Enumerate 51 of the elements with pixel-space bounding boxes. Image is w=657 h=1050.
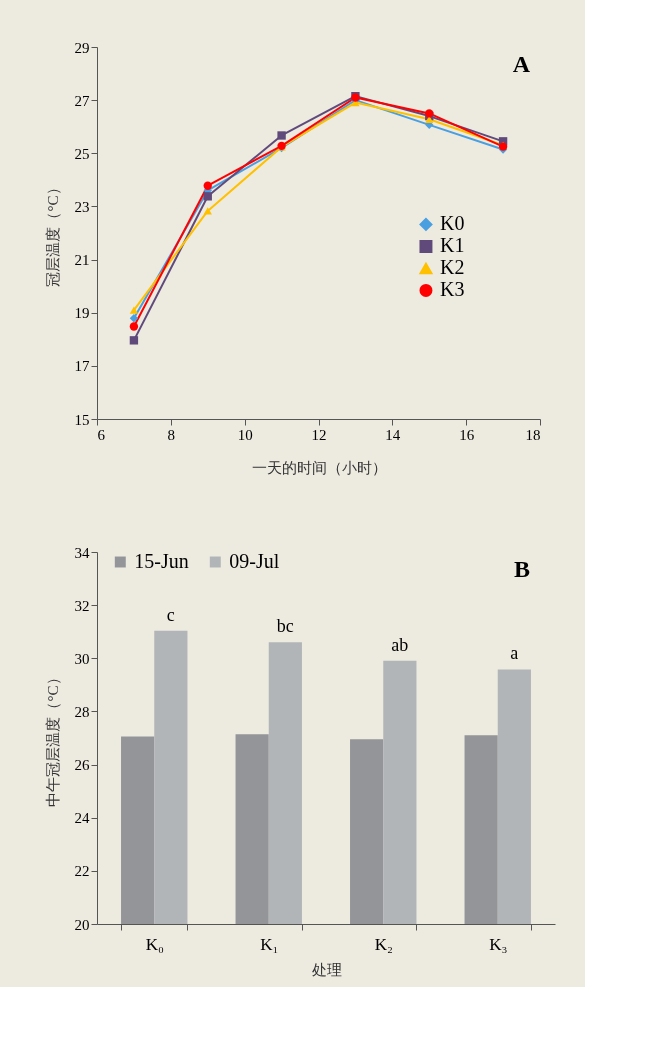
point [277, 131, 286, 140]
y-tick-label: 25 [74, 145, 90, 162]
y-tick-label: 15 [74, 411, 90, 428]
legend-label: K1 [439, 234, 465, 257]
y-tick-label: 21 [74, 252, 90, 269]
legend-label: K0 [439, 212, 465, 235]
y-tick-label: 29 [74, 39, 90, 56]
x-tick-label: 8 [167, 426, 176, 443]
point [203, 181, 212, 190]
x-tick-label: K₂ [374, 934, 393, 954]
legend-label: K3 [439, 278, 465, 301]
x-tick-label: K₃ [489, 934, 508, 954]
y-axis-title: 冠层温度（°C） [44, 180, 61, 287]
x-tick-label: 12 [311, 426, 327, 443]
y-tick-label: 22 [74, 863, 90, 880]
annotation: ab [391, 634, 409, 655]
y-tick-label: 34 [74, 544, 90, 561]
x-tick-label: 14 [385, 426, 401, 443]
x-axis-title: 处理 [311, 961, 342, 978]
y-tick-label: 32 [74, 597, 90, 614]
y-tick-label: 30 [74, 650, 90, 667]
y-axis-title: 中午冠层温度（°C） [44, 670, 61, 807]
x-tick-label: 6 [97, 426, 106, 443]
point [129, 306, 139, 314]
y-tick-label: 27 [74, 92, 90, 109]
x-tick-label: 10 [237, 426, 253, 443]
annotation: B [513, 556, 530, 582]
point [129, 322, 139, 331]
x-tick-label: K₀ [145, 934, 164, 954]
point [129, 314, 139, 323]
y-tick-label: 24 [74, 810, 90, 827]
y-tick-label: 19 [74, 305, 90, 322]
y-tick-label: 23 [74, 198, 90, 215]
y-tick-label: 28 [74, 703, 90, 720]
y-tick-label: 20 [74, 916, 90, 933]
x-tick-label: 18 [525, 426, 541, 443]
y-tick-label: 26 [74, 757, 90, 774]
legend-label: K2 [439, 256, 465, 279]
legend-label: 15-Jun [134, 550, 189, 572]
point [203, 192, 212, 201]
x-axis-title: 一天的时间（小时） [251, 459, 387, 476]
annotation: c [166, 604, 175, 625]
point [203, 207, 212, 215]
y-tick-label: 17 [74, 358, 90, 375]
legend-label: 09-Jul [229, 550, 280, 572]
x-tick-label: K₁ [260, 934, 279, 954]
point [129, 336, 139, 345]
annotation: A [512, 51, 531, 77]
x-tick-label: 16 [459, 426, 475, 443]
annotation: bc [276, 616, 294, 637]
annotation: a [510, 643, 519, 664]
